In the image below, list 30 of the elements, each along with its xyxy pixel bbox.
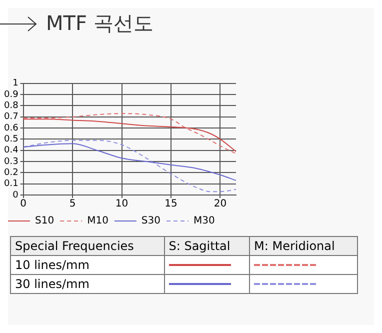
- legend-label: M10: [87, 216, 108, 227]
- text: S: Sagittal: [164, 236, 250, 256]
- x-tick-label: 5: [69, 198, 76, 210]
- legend-label: S30: [141, 216, 161, 227]
- y-tick-label: 0.5: [4, 134, 18, 145]
- line-series: [23, 113, 236, 154]
- line-series: [23, 118, 236, 152]
- y-tick-label: 0.9: [4, 90, 19, 100]
- text: 10 lines/mm: [10, 256, 164, 274]
- y-tick-label: 1: [12, 78, 18, 89]
- text: M: Meridional: [250, 236, 358, 256]
- y-tick-label: 0.4: [4, 146, 19, 156]
- legend-label: S10: [35, 216, 54, 227]
- y-tick-label: 0.7: [4, 112, 18, 122]
- y-tick-label: 0.2: [4, 168, 18, 178]
- text: Special Frequencies: [10, 236, 164, 256]
- x-tick-label: 10: [115, 198, 128, 210]
- x-tick-label: 15: [164, 198, 178, 210]
- y-tick-label: 0.1: [4, 179, 18, 190]
- y-tick-label: 0.3: [4, 156, 18, 167]
- x-tick-label: 20: [214, 198, 227, 210]
- line-series: [23, 140, 236, 192]
- text: 30 lines/mm: [10, 274, 164, 294]
- legend-label: M30: [193, 216, 215, 227]
- y-tick-label: 0.6: [4, 123, 19, 134]
- line-series: [23, 143, 236, 181]
- chart-title: MTF 곡선도: [46, 10, 154, 37]
- x-tick-label: 0: [20, 198, 26, 210]
- y-tick-label: 0.8: [4, 101, 19, 112]
- y-tick-label: 0: [12, 190, 19, 200]
